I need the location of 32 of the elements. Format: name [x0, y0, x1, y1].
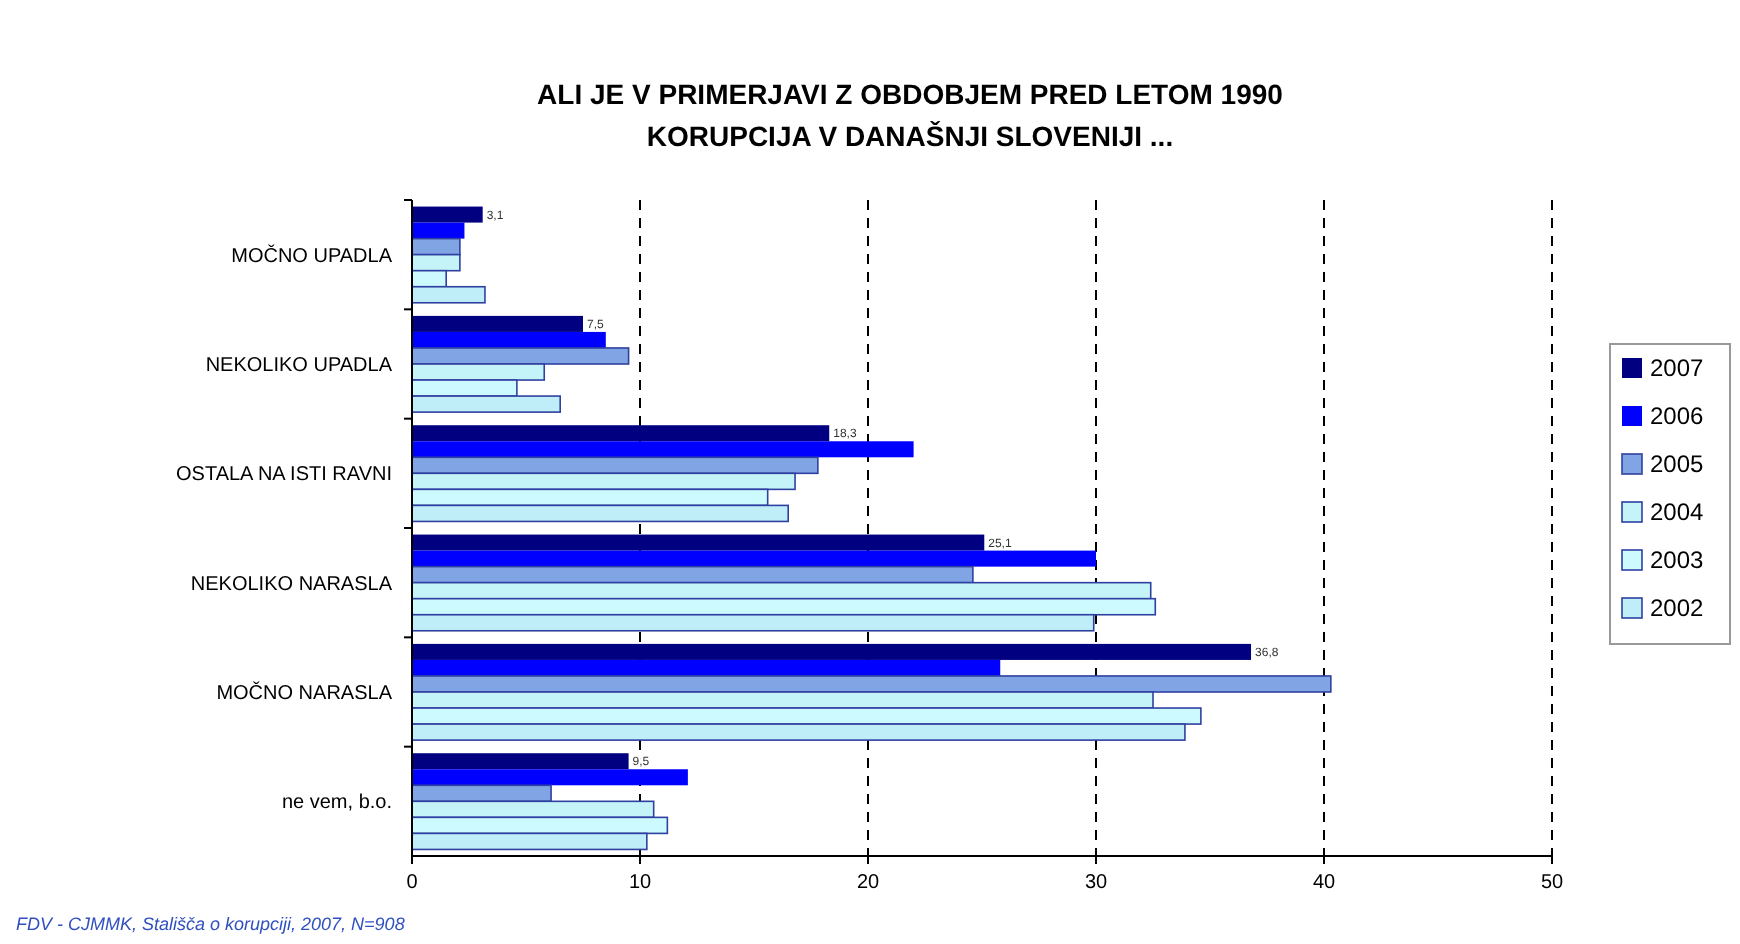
legend-label: 2003 [1650, 546, 1705, 575]
bar [412, 222, 465, 239]
x-tick-label: 30 [1084, 872, 1108, 894]
bar [412, 769, 688, 786]
x-tick-label: 50 [1540, 872, 1564, 894]
legend-label: 2005 [1650, 450, 1705, 479]
chart-title: ALI JE V PRIMERJAVI Z OBDOBJEM PRED LETOM 1990 KORUPCIJA V DANAŠNJI SLOVENIJI ... [537, 78, 1284, 152]
bar [412, 550, 1096, 567]
x-tick-label: 40 [1312, 872, 1336, 894]
y-tick-label: MOČNO UPADLA [231, 243, 393, 268]
legend-label: 2004 [1650, 498, 1705, 527]
x-tick-label: 20 [856, 872, 880, 894]
bar [412, 315, 583, 332]
bar [412, 441, 914, 458]
x-tick-label: 0 [406, 872, 419, 894]
bar [412, 534, 985, 551]
bar [412, 659, 1001, 676]
y-tick-label: ne vem, b.o. [281, 792, 392, 815]
legend-label: 2006 [1650, 402, 1705, 431]
bar [412, 425, 830, 442]
x-tick-label: 10 [628, 872, 652, 894]
bar [412, 753, 629, 770]
legend-label: 2007 [1650, 354, 1705, 383]
bar [412, 643, 1252, 660]
bar [412, 331, 606, 348]
y-tick-label: NEKOLIKO NARASLA [190, 573, 393, 596]
text: FDV - CJMMK, Stališča o korupciji, 2007, N=908 [16, 914, 405, 934]
legend-label: 2002 [1650, 594, 1705, 623]
bar [412, 206, 483, 223]
y-tick-label: MOČNO NARASLA [216, 681, 393, 705]
y-tick-label: NEKOLIKO UPADLA [205, 355, 393, 377]
y-tick-label: OSTALA NA ISTI RAVNI [176, 464, 392, 487]
